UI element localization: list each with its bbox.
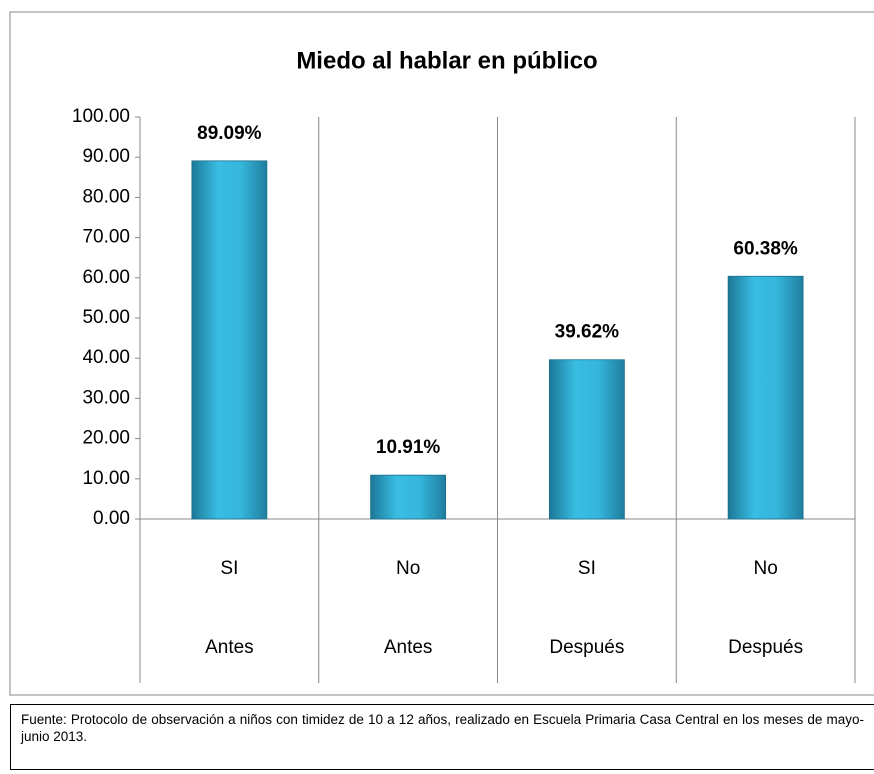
value-label: 60.38% (733, 238, 798, 259)
bar (370, 474, 447, 520)
source-note: Fuente: Protocolo de observación a niños… (10, 704, 874, 770)
y-tick-label: 70.00 (82, 227, 130, 248)
x-group-label: Antes (384, 637, 433, 658)
bar (191, 160, 268, 520)
value-label: 89.09% (197, 123, 262, 144)
y-tick-label: 30.00 (82, 387, 130, 408)
x-tick-label: No (396, 558, 420, 579)
x-group-label: Después (549, 637, 624, 658)
bar (548, 359, 625, 520)
y-tick-label: 50.00 (82, 307, 130, 328)
x-tick-label: SI (220, 558, 238, 579)
value-label: 39.62% (555, 322, 620, 343)
chart: Miedo al hablar en público 0.00 10.00 20.0… (9, 11, 874, 696)
x-tick-label: No (753, 558, 777, 579)
y-tick-label: 90.00 (82, 146, 130, 167)
y-tick-label: 60.00 (82, 267, 130, 288)
y-tick-label: 100.00 (72, 106, 130, 127)
y-tick-label: 10.00 (82, 468, 130, 489)
value-label: 10.91% (376, 437, 441, 458)
chart-title: Miedo al hablar en público (296, 47, 597, 74)
x-group-label: Después (728, 637, 803, 658)
y-tick-label: 20.00 (82, 428, 130, 449)
bar (727, 275, 804, 520)
y-tick-label: 80.00 (82, 186, 130, 207)
x-group-label: Antes (205, 637, 254, 658)
y-tick-label: 40.00 (82, 347, 130, 368)
y-tick-label: 0.00 (93, 508, 130, 529)
x-tick-label: SI (578, 558, 596, 579)
